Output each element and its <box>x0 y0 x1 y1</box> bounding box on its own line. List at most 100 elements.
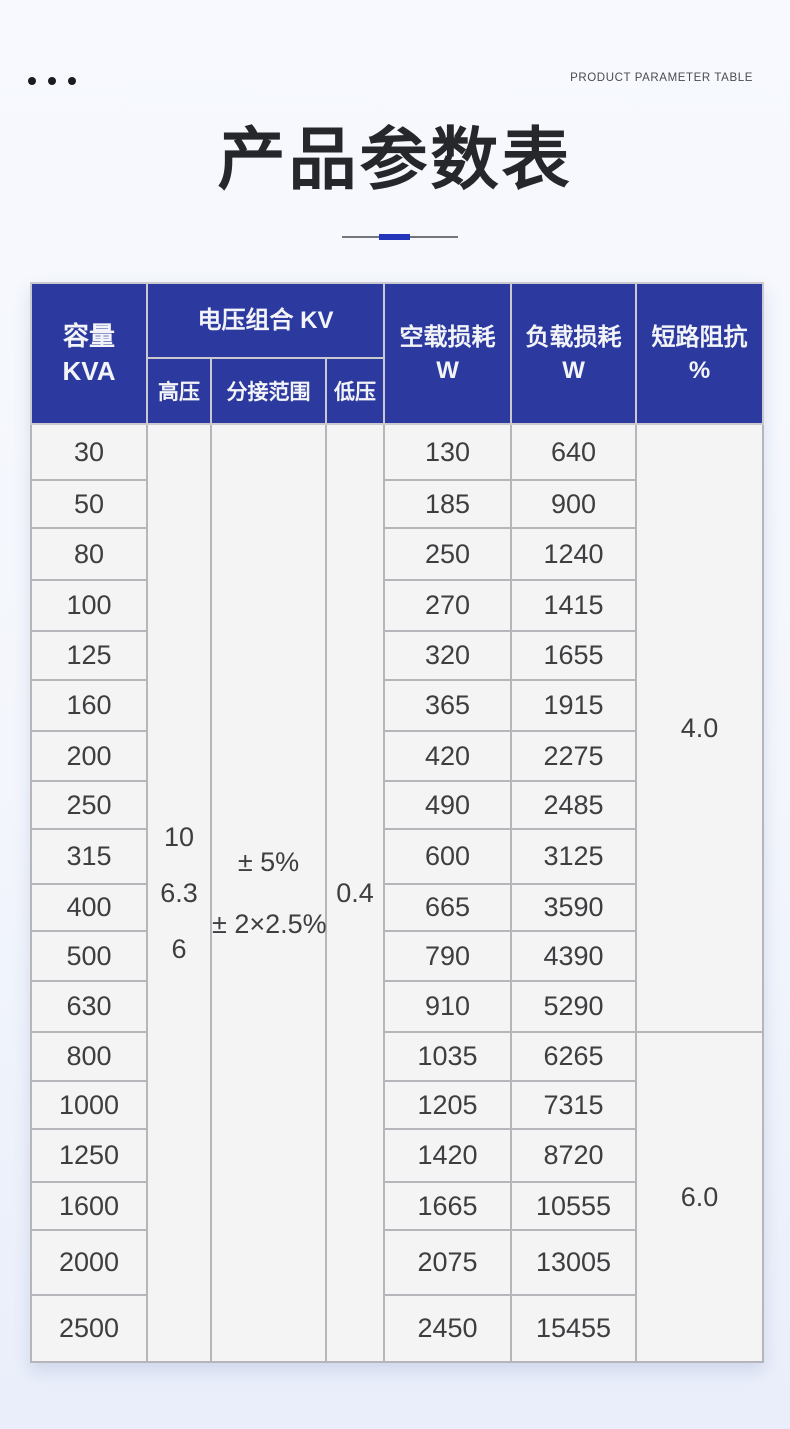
capacity-cell: 1600 <box>30 1181 148 1231</box>
title-divider <box>0 234 790 240</box>
header-impedance-unit: % <box>688 356 711 384</box>
high-voltage-value: 6 <box>171 934 187 964</box>
tap-range-value: ± 2×2.5% <box>212 909 327 939</box>
no-load-loss-cell: 910 <box>383 980 513 1033</box>
no-load-loss-cell: 490 <box>383 780 513 830</box>
table-row: 315 600 3125 <box>30 828 763 885</box>
load-loss-cell: 2275 <box>510 730 638 782</box>
table-container: 容量 KVA 电压组合 KV 空载损耗 W 负载损耗 W 短路阻抗 % 高 <box>30 282 765 1363</box>
table-body: 30 10 6.3 6 ± 5% ± 2×2.5% 0.4 130 640 4.0 50 185 900… <box>30 423 765 1363</box>
no-load-loss-cell: 250 <box>383 527 513 581</box>
capacity-cell: 630 <box>30 980 148 1033</box>
load-loss-cell: 1655 <box>510 630 638 681</box>
header-low-voltage: 低压 <box>324 357 386 425</box>
table-row: 400 665 3590 <box>30 883 763 932</box>
capacity-cell: 125 <box>30 630 148 681</box>
capacity-cell: 800 <box>30 1031 148 1082</box>
header-no-load-loss-unit: W <box>436 356 459 384</box>
capacity-cell: 80 <box>30 527 148 581</box>
table-row: 630 910 5290 <box>30 980 763 1033</box>
no-load-loss-cell: 185 <box>383 479 513 529</box>
tap-range-value: ± 5% <box>237 847 300 877</box>
product-parameter-table: 容量 KVA 电压组合 KV 空载损耗 W 负载损耗 W 短路阻抗 % 高 <box>30 282 765 1363</box>
table-row: 1600 1665 10555 <box>30 1181 763 1231</box>
table-row: 125 320 1655 <box>30 630 763 681</box>
table-row: 100 270 1415 <box>30 579 763 632</box>
capacity-cell: 315 <box>30 828 148 885</box>
tap-range-cell: ± 5% ± 2×2.5% <box>210 423 327 1363</box>
high-voltage-value: 10 <box>163 822 195 852</box>
impedance-cell: 4.0 <box>635 423 765 1033</box>
low-voltage-cell: 0.4 <box>324 423 386 1363</box>
header-impedance-label: 短路阻抗 <box>651 323 748 351</box>
no-load-loss-cell: 1665 <box>383 1181 513 1231</box>
header-capacity-unit: KVA <box>62 355 116 386</box>
eyebrow-label: PRODUCT PARAMETER TABLE <box>570 72 753 84</box>
table-row: 2500 2450 15455 <box>30 1294 763 1363</box>
header-voltage-group: 电压组合 KV <box>145 282 386 359</box>
load-loss-cell: 1240 <box>510 527 638 581</box>
no-load-loss-cell: 1420 <box>383 1128 513 1183</box>
table-row: 1000 1205 7315 <box>30 1080 763 1130</box>
impedance-cell: 6.0 <box>635 1031 765 1363</box>
table-row: 80 250 1240 <box>30 527 763 581</box>
header-impedance: 短路阻抗 % <box>635 282 765 425</box>
no-load-loss-cell: 2450 <box>383 1294 513 1363</box>
table-row: 800 1035 6265 6.0 <box>30 1031 765 1363</box>
capacity-cell: 400 <box>30 883 148 932</box>
table-header: 容量 KVA 电压组合 KV 空载损耗 W 负载损耗 W 短路阻抗 % 高 <box>30 282 765 425</box>
capacity-cell: 160 <box>30 679 148 732</box>
header-no-load-loss: 空载损耗 W <box>383 282 513 425</box>
load-loss-cell: 3590 <box>510 883 638 932</box>
no-load-loss-cell: 665 <box>383 883 513 932</box>
load-loss-cell: 1915 <box>510 679 638 732</box>
load-loss-cell: 900 <box>510 479 638 529</box>
header-capacity: 容量 KVA <box>30 282 148 425</box>
table-row: 50 185 900 <box>30 479 763 529</box>
capacity-cell: 30 <box>30 423 148 481</box>
capacity-cell: 2500 <box>30 1294 148 1363</box>
capacity-cell: 2000 <box>30 1229 148 1296</box>
table-row: 500 790 4390 <box>30 930 763 982</box>
load-loss-cell: 6265 <box>510 1031 638 1082</box>
divider-accent <box>379 234 410 240</box>
load-loss-cell: 4390 <box>510 930 638 982</box>
dot-icon <box>28 77 36 85</box>
table-row: 30 10 6.3 6 ± 5% ± 2×2.5% 0.4 130 640 4.0 <box>30 423 765 1363</box>
no-load-loss-cell: 420 <box>383 730 513 782</box>
table-row: 200 420 2275 <box>30 730 763 782</box>
header-capacity-label: 容量 <box>62 320 115 351</box>
no-load-loss-cell: 1205 <box>383 1080 513 1130</box>
header-no-load-loss-label: 空载损耗 <box>399 323 496 351</box>
table-row: 250 490 2485 <box>30 780 763 830</box>
header-load-loss-label: 负载损耗 <box>525 323 622 351</box>
page-title: 产品参数表 <box>217 122 573 198</box>
load-loss-cell: 10555 <box>510 1181 638 1231</box>
no-load-loss-cell: 600 <box>383 828 513 885</box>
dot-icon <box>68 77 76 85</box>
no-load-loss-cell: 365 <box>383 679 513 732</box>
load-loss-cell: 7315 <box>510 1080 638 1130</box>
capacity-cell: 100 <box>30 579 148 632</box>
no-load-loss-cell: 2075 <box>383 1229 513 1296</box>
capacity-cell: 250 <box>30 780 148 830</box>
capacity-cell: 500 <box>30 930 148 982</box>
no-load-loss-cell: 130 <box>383 423 513 481</box>
dot-icon <box>48 77 56 85</box>
header-tap-range: 分接范围 <box>210 357 327 425</box>
load-loss-cell: 13005 <box>510 1229 638 1296</box>
load-loss-cell: 1415 <box>510 579 638 632</box>
capacity-cell: 50 <box>30 479 148 529</box>
header-load-loss-unit: W <box>562 356 585 384</box>
load-loss-cell: 3125 <box>510 828 638 885</box>
capacity-cell: 200 <box>30 730 148 782</box>
table-row: 1250 1420 8720 <box>30 1128 763 1183</box>
table-row: 2000 2075 13005 <box>30 1229 763 1296</box>
no-load-loss-cell: 270 <box>383 579 513 632</box>
no-load-loss-cell: 790 <box>383 930 513 982</box>
load-loss-cell: 8720 <box>510 1128 638 1183</box>
high-voltage-value: 6.3 <box>160 878 198 908</box>
header-load-loss: 负载损耗 W <box>510 282 638 425</box>
load-loss-cell: 15455 <box>510 1294 638 1363</box>
load-loss-cell: 5290 <box>510 980 638 1033</box>
